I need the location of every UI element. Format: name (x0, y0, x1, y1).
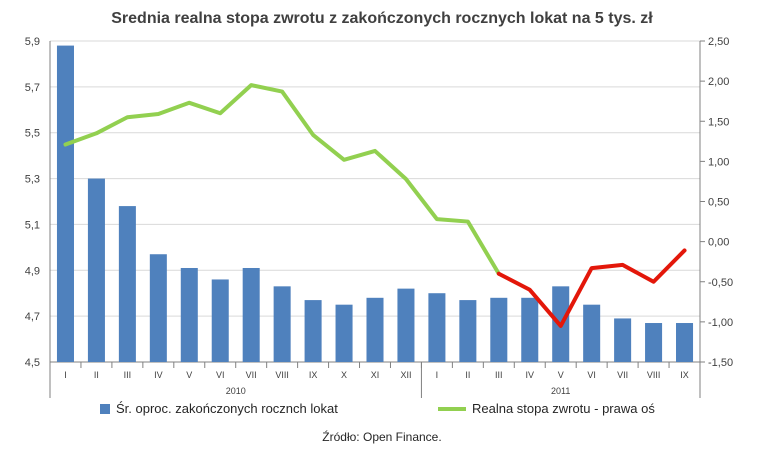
bar (490, 297, 508, 362)
x-tick-label: III (495, 370, 503, 380)
bar (180, 267, 198, 362)
y-right-tick-label: 2,50 (708, 36, 729, 48)
x-tick-label: VI (216, 370, 225, 380)
y-right-tick-label: -0,50 (708, 277, 733, 289)
x-tick-label: VIII (275, 370, 289, 380)
x-tick-label: III (124, 370, 132, 380)
bar (676, 323, 694, 362)
bar (366, 297, 384, 362)
x-tick-label: IV (154, 370, 163, 380)
line-series-negative (496, 248, 687, 328)
bar (459, 300, 477, 362)
y-left-tick-label: 4,9 (25, 265, 40, 277)
x-tick-label: IV (526, 370, 535, 380)
legend-item-line: Realna stopa zwrotu - prawa oś (438, 401, 655, 416)
legend-item-bars: Śr. oproc. zakończonych rocznch lokat (100, 401, 338, 416)
bar (521, 297, 539, 362)
bar (273, 286, 291, 362)
year-label: 2010 (226, 386, 246, 396)
bar (149, 254, 167, 362)
bar (645, 323, 663, 362)
x-tick-label: VI (587, 370, 596, 380)
source-note: Źródło: Open Finance. (322, 430, 442, 444)
bar (242, 267, 260, 362)
x-tick-label: V (186, 370, 192, 380)
x-tick-label: X (341, 370, 347, 380)
y-right-tick-label: 0,00 (708, 237, 729, 249)
y-right-tick-label: 1,00 (708, 156, 729, 168)
legend-line-swatch (438, 406, 466, 411)
y-right-tick-label: 0,50 (708, 197, 729, 209)
legend-line-label: Realna stopa zwrotu - prawa oś (472, 401, 655, 416)
bar (304, 300, 322, 362)
bar (87, 178, 105, 362)
y-left-tick-label: 5,7 (25, 82, 40, 94)
y-right-tick-label: 1,50 (708, 116, 729, 128)
y-left-tick-label: 5,3 (25, 174, 40, 186)
x-tick-label: VII (246, 370, 257, 380)
bar (56, 45, 74, 362)
bar (211, 279, 229, 362)
x-tick-label: XII (400, 370, 411, 380)
y-right-tick-label: -1,00 (708, 317, 733, 329)
y-left-tick-label: 5,9 (25, 36, 40, 48)
legend-bar-swatch (100, 403, 110, 414)
x-tick-label: I (64, 370, 67, 380)
line-series-positive (63, 83, 501, 276)
y-left-tick-label: 5,5 (25, 128, 40, 140)
x-tick-label: VIII (647, 370, 661, 380)
bar (614, 318, 632, 362)
bar (583, 304, 601, 362)
y-left-tick-label: 4,7 (25, 311, 40, 323)
x-tick-label: XI (371, 370, 380, 380)
year-label: 2011 (551, 386, 570, 396)
y-right-tick-label: 2,00 (708, 76, 729, 88)
y-left-tick-label: 5,1 (25, 219, 40, 231)
chart-title: Srednia realna stopa zwrotu z zakończony… (111, 10, 653, 27)
x-tick-label: II (465, 370, 470, 380)
y-right-tick-label: -1,50 (708, 357, 733, 369)
x-tick-label: IX (680, 370, 689, 380)
y-left-tick-label: 4,5 (25, 357, 40, 369)
x-tick-label: II (94, 370, 99, 380)
legend-bar-label: Śr. oproc. zakończonych rocznch lokat (116, 401, 338, 416)
bar (397, 288, 415, 362)
x-tick-label: I (436, 370, 439, 380)
x-tick-label: V (558, 370, 564, 380)
bar (428, 293, 446, 362)
x-tick-label: VII (617, 370, 628, 380)
bar (335, 304, 353, 362)
x-tick-label: IX (309, 370, 318, 380)
chart-plot: 4,5 4,7 4,9 5,1 5,3 5,5 5,7 5,9 -1,50 -1,00 -0,50 0… (25, 36, 733, 398)
bar (118, 206, 136, 362)
